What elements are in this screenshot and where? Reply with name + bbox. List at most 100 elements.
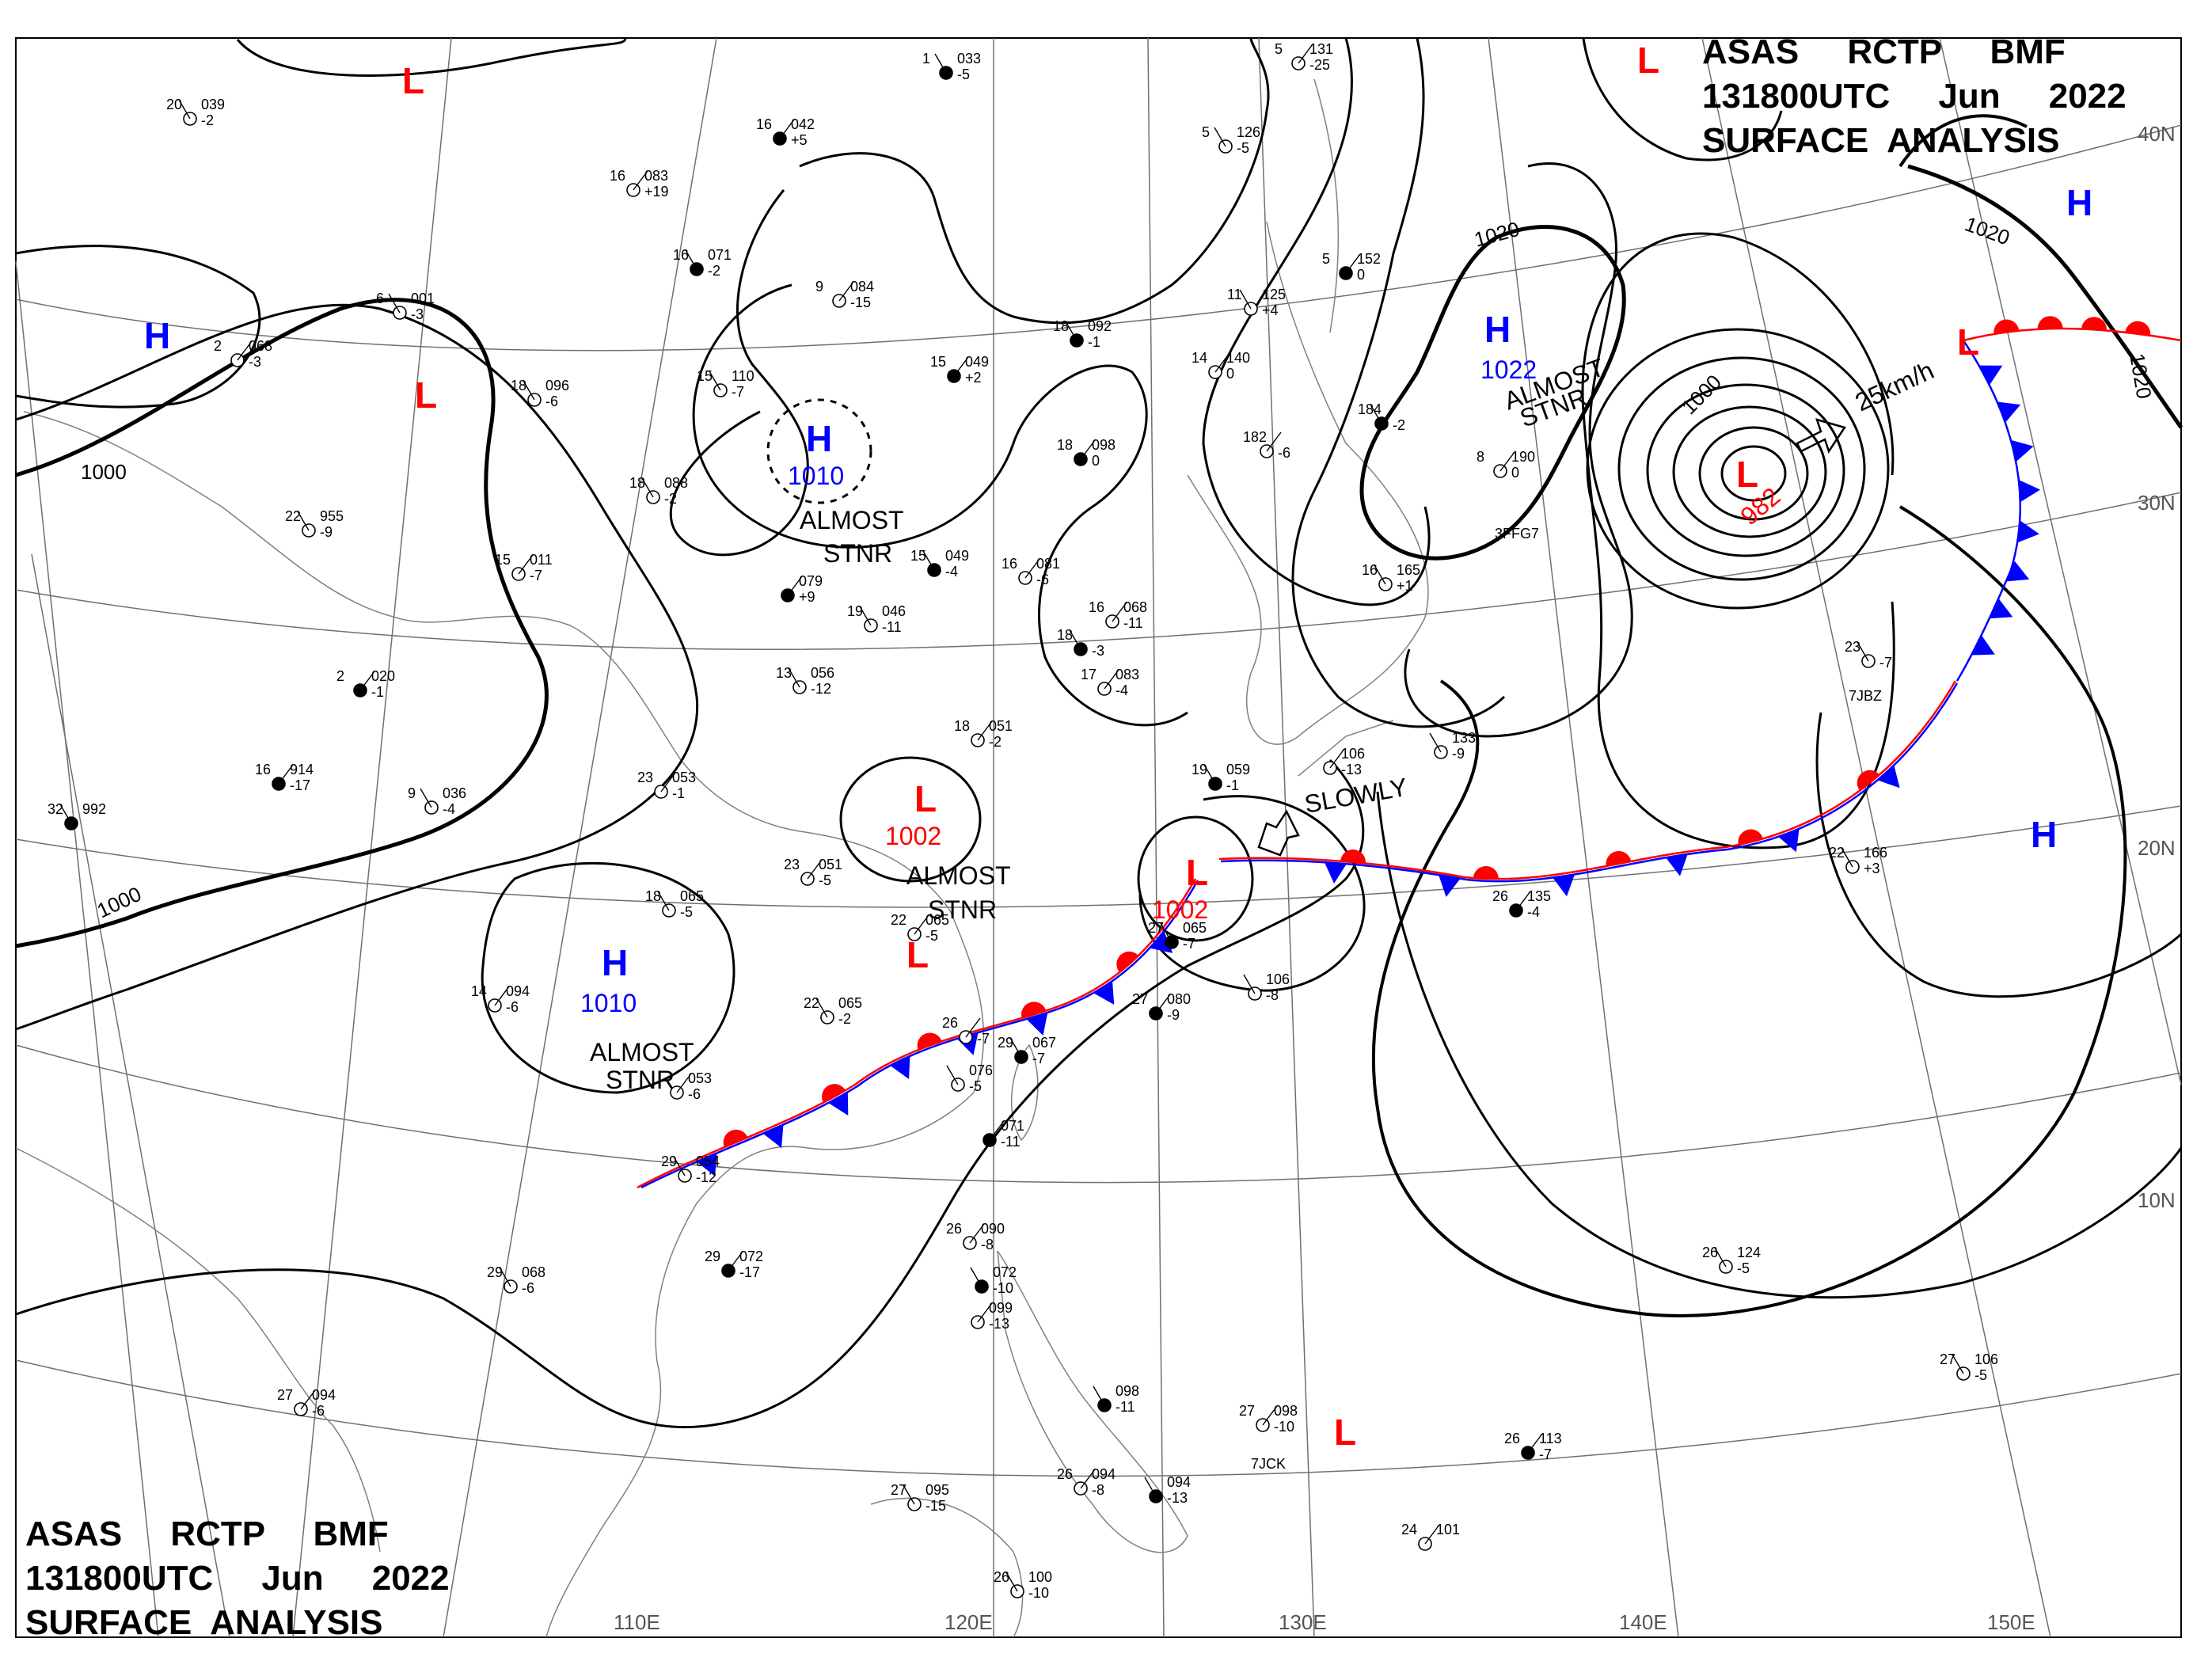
cold-front-symbol <box>2011 439 2034 462</box>
warm-front-symbol <box>1340 850 1366 864</box>
station-tendency: -5 <box>957 67 970 82</box>
station-pressure: 106 <box>1974 1351 1998 1367</box>
station-tendency: -10 <box>1274 1419 1294 1435</box>
station-tendency: -8 <box>1266 987 1279 1003</box>
station-tendency: -4 <box>1116 682 1128 698</box>
wind-barb <box>388 293 401 314</box>
station-pressure: 140 <box>1226 350 1250 366</box>
station-plot: 5 131-25 <box>1275 41 1333 73</box>
station-tendency: +9 <box>799 589 815 605</box>
station-temperature: 5 <box>1202 124 1210 140</box>
lat-label-30n: 30N <box>2138 491 2176 515</box>
wind-barb <box>673 1156 686 1176</box>
station-tendency: -6 <box>312 1403 325 1419</box>
station-plot: 27 094-6 <box>277 1387 336 1419</box>
lon-label-120e: 120E <box>944 1610 993 1634</box>
station-temperature: 26 <box>946 1221 962 1237</box>
station-plot: 133-9 <box>1429 730 1476 762</box>
station-tendency: -7 <box>1183 936 1195 952</box>
station-tendency: -11 <box>882 619 902 635</box>
station-plot: 9 036-4 <box>408 785 466 817</box>
low-center: L <box>906 934 929 975</box>
station-pressure: 125 <box>1262 287 1286 302</box>
station-plot: 071-11 <box>982 1118 1024 1150</box>
station-pressure: 081 <box>1036 556 1060 572</box>
warm-front-symbol <box>1857 770 1880 791</box>
wind-barb <box>1499 451 1515 472</box>
low-center: L <box>1186 852 1208 893</box>
isobar-east-loop <box>1815 712 2183 998</box>
station-temperature: 18 <box>1053 318 1069 334</box>
cold-front-symbol <box>1150 931 1173 953</box>
warm-front-symbol <box>2037 316 2063 329</box>
isobar-high-1010-outer <box>799 37 1270 325</box>
slowly-motion-arrow <box>1257 809 1300 857</box>
station-temperature: 18 <box>645 888 661 904</box>
station-plot: 27 098-10 <box>1239 1403 1298 1435</box>
warm-front-symbol <box>1473 865 1499 880</box>
station-pressure: 094 <box>1167 1474 1191 1490</box>
station-pressure: 094 <box>506 983 530 999</box>
station-temperature: 29 <box>705 1249 720 1264</box>
title-line-2: 131800UTC Jun 2022 <box>1702 77 2126 116</box>
wind-barb <box>953 356 969 377</box>
station-tendency: +1 <box>1397 578 1413 594</box>
wind-barb <box>922 550 935 571</box>
system-motion: ALMOST <box>800 506 904 534</box>
station-temperature: 18 <box>629 475 645 491</box>
station-pressure: 094 <box>1092 1466 1116 1482</box>
isobar-high-south-ring <box>481 861 735 1094</box>
wind-barb <box>178 99 191 120</box>
ship-id: 7JCK <box>1251 1456 1286 1472</box>
station-tendency: -2 <box>708 263 720 279</box>
station-tendency: -2 <box>1393 417 1405 433</box>
wind-barb <box>1093 1385 1105 1406</box>
station-plot: 099-13 <box>971 1300 1013 1332</box>
typhoon-center: L <box>1736 454 1758 495</box>
station-temperature: 19 <box>847 603 863 619</box>
station-pressure: 068 <box>249 338 272 354</box>
station-pressure: 083 <box>1116 667 1139 682</box>
station-tendency: -13 <box>1167 1490 1188 1506</box>
station-tendency: -1 <box>371 684 384 700</box>
low-center: L <box>914 778 937 819</box>
fronts <box>637 316 2182 1189</box>
station-plot: 9 084-15 <box>815 279 874 310</box>
isobar-1000-west <box>15 298 549 948</box>
motion-arrows <box>1257 418 1846 857</box>
station-tendency: -10 <box>1028 1585 1049 1601</box>
cold-front-symbol <box>2005 561 2030 582</box>
station-plot: 106-13 <box>1323 746 1365 777</box>
isobar-low-1002-outer <box>1138 795 1366 992</box>
station-pressure: 113 <box>1539 1431 1562 1446</box>
title-line-3: SURFACE ANALYSIS <box>1702 121 2060 160</box>
wind-barb <box>977 720 993 741</box>
station-plot: 15 011-7 <box>495 552 553 583</box>
wind-barb <box>1329 748 1345 769</box>
graticule-labels: 110E 120E 130E 140E 150E 40N 30N 20N 10N <box>614 122 2176 1634</box>
cold-front-symbol <box>1666 853 1688 876</box>
station-temperature: 15 <box>495 552 511 568</box>
typhoon-ring-2 <box>1698 426 1809 521</box>
station-temperature: 27 <box>1940 1351 1955 1367</box>
station-pressure: 165 <box>1397 562 1420 578</box>
station-temperature: 29 <box>661 1154 677 1169</box>
station-pressure: 033 <box>957 51 981 67</box>
wind-barb <box>779 119 795 139</box>
station-tendency: -7 <box>732 384 744 400</box>
station-plot: 16 165+1 <box>1362 562 1420 594</box>
station-plot: 26 094-8 <box>1057 1466 1116 1498</box>
coast-india <box>15 1147 381 1553</box>
station-temperature: 184 <box>1358 401 1382 417</box>
station-pressure: 152 <box>1357 251 1381 267</box>
station-pressure: 090 <box>981 1221 1005 1237</box>
station-plot: 27 106-5 <box>1940 1351 1998 1383</box>
wind-barb <box>1080 439 1096 460</box>
station-plot: 26 090-8 <box>946 1221 1005 1252</box>
station-plot: 29 054-12 <box>661 1154 720 1185</box>
station-pressure: 083 <box>644 168 668 184</box>
station-plot: 6 001-3 <box>376 291 435 322</box>
station-tendency: -15 <box>925 1498 946 1514</box>
